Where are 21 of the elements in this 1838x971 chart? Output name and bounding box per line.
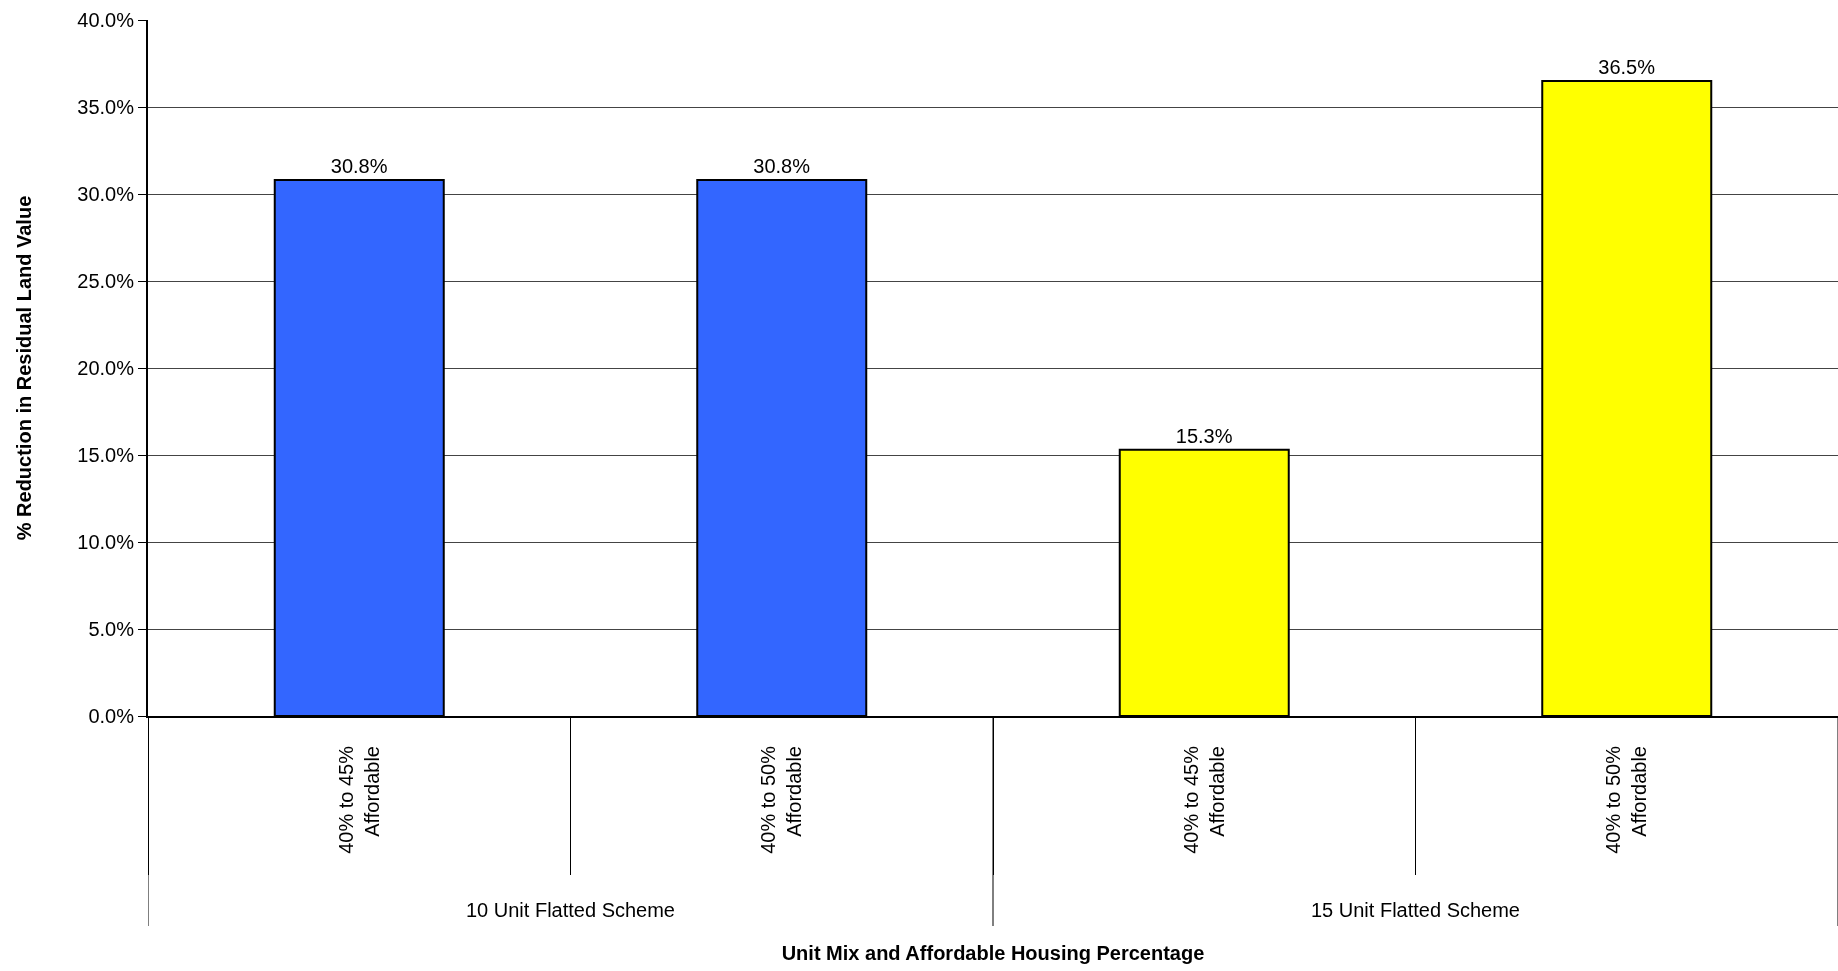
y-tick-label: 25.0% xyxy=(77,270,135,292)
y-tick-label: 5.0% xyxy=(88,618,135,640)
text: 15 Unit Flatted Scheme xyxy=(1311,899,1520,921)
text: 10 Unit Flatted Scheme xyxy=(466,899,675,921)
data-label: 30.8% xyxy=(330,155,388,178)
y-axis-title: % Reduction in Residual Land Value xyxy=(13,195,36,541)
x-axis-title: Unit Mix and Affordable Housing Percentage xyxy=(781,941,1205,964)
x-tick-label: 40% to 45% Affordable xyxy=(334,745,383,854)
x-tick-label: 40% to 45% Affordable xyxy=(1179,745,1228,854)
data-label: 15.3% xyxy=(1175,424,1233,447)
y-tick-label: 20.0% xyxy=(77,357,135,379)
y-tick-label: 35.0% xyxy=(77,96,135,118)
y-tick-label: 0.0% xyxy=(88,705,135,727)
y-tick-label: 15.0% xyxy=(77,444,135,466)
y-tick-label: 40.0% xyxy=(77,9,135,31)
data-label: 36.5% xyxy=(1598,55,1656,78)
y-tick-label: 10.0% xyxy=(77,531,135,553)
x-tick-label: 40% to 50% Affordable xyxy=(1602,745,1651,854)
data-label: 30.8% xyxy=(753,155,811,178)
x-tick-label: 40% to 50% Affordable xyxy=(757,745,806,854)
y-tick-label: 30.0% xyxy=(77,183,135,205)
